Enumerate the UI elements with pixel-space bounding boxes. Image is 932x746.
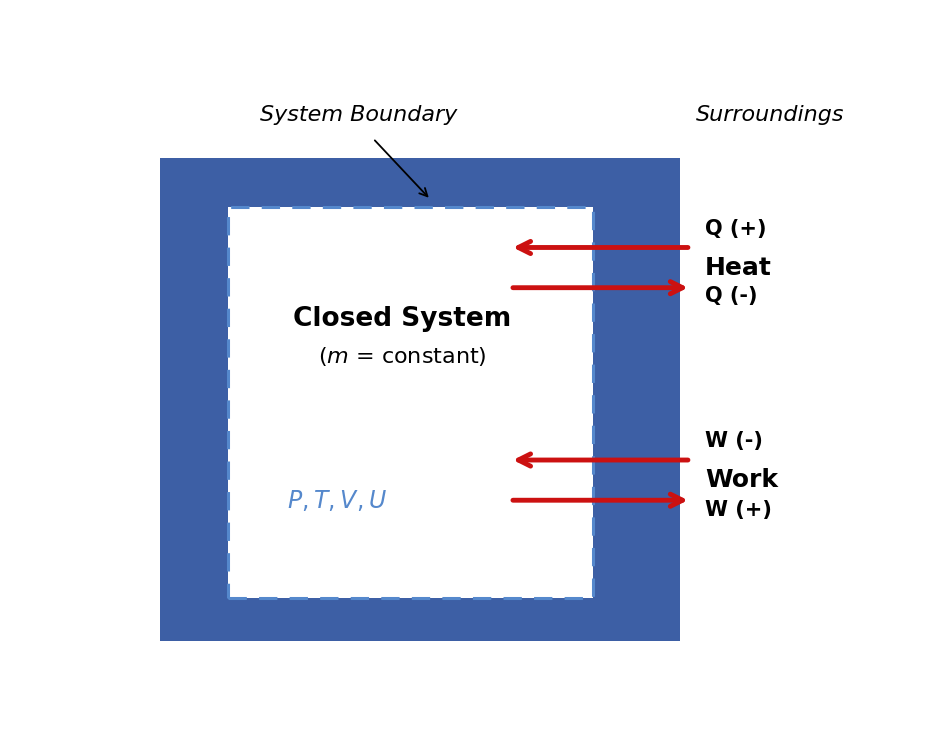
Text: Q (-): Q (-) (706, 286, 758, 307)
Text: W (-): W (-) (706, 431, 763, 451)
Text: Closed System: Closed System (293, 307, 511, 332)
Text: ($m$ = constant): ($m$ = constant) (318, 345, 487, 368)
Text: W (+): W (+) (706, 500, 772, 520)
Text: System Boundary: System Boundary (260, 105, 457, 125)
Bar (160, 158, 680, 641)
Bar (228, 207, 594, 598)
Text: Q (+): Q (+) (706, 219, 767, 239)
Text: Heat: Heat (706, 256, 772, 280)
Text: $P, T, V, U$: $P, T, V, U$ (287, 488, 387, 513)
Text: Surroundings: Surroundings (696, 105, 844, 125)
Text: Work: Work (706, 468, 778, 492)
Bar (228, 207, 594, 598)
